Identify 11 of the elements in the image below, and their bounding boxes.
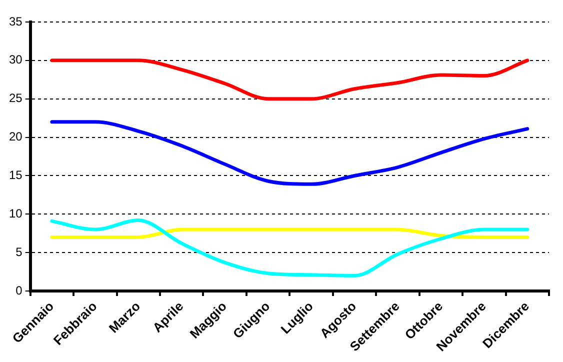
line-series <box>50 120 530 186</box>
y-tick-label: 35 <box>8 14 23 28</box>
y-tick-label: 25 <box>8 91 23 106</box>
line-series <box>50 58 530 101</box>
line-series <box>50 218 530 278</box>
y-tick-label: 15 <box>8 168 23 182</box>
y-tick-label: 20 <box>8 130 23 144</box>
y-tick-label: 0 <box>16 283 23 298</box>
y-tick-label: 5 <box>16 244 23 259</box>
y-tick-label: 30 <box>8 52 23 67</box>
y-tick-label: 10 <box>8 206 23 220</box>
